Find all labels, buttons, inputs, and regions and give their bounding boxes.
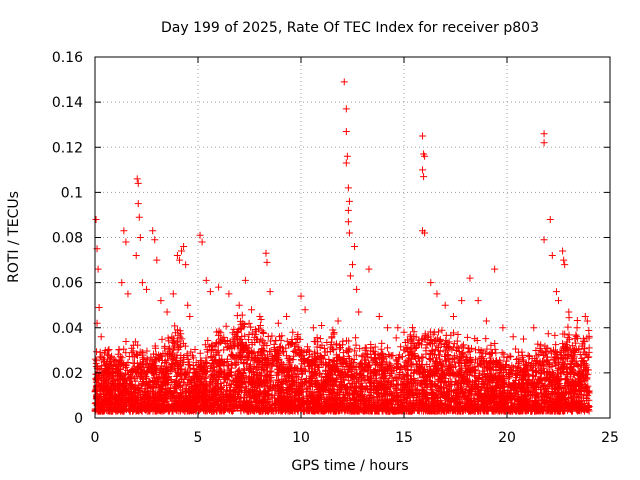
data-point xyxy=(408,361,416,369)
data-point xyxy=(115,346,123,354)
data-point xyxy=(213,328,221,336)
data-point xyxy=(572,331,580,339)
data-point xyxy=(122,338,130,346)
data-point xyxy=(383,344,391,352)
data-point xyxy=(267,367,275,375)
data-point xyxy=(572,339,580,347)
data-point xyxy=(226,380,234,388)
data-point xyxy=(158,335,166,343)
data-point xyxy=(168,333,176,341)
data-point xyxy=(371,343,379,351)
data-point xyxy=(417,378,425,386)
data-point xyxy=(387,361,395,369)
data-points xyxy=(91,78,593,415)
data-point xyxy=(507,353,515,361)
data-point xyxy=(564,323,572,331)
data-point xyxy=(228,361,236,369)
data-point xyxy=(303,343,311,351)
data-point xyxy=(438,326,446,334)
data-point xyxy=(553,367,561,375)
data-point xyxy=(436,355,444,363)
data-point xyxy=(392,334,400,342)
data-point xyxy=(444,352,452,360)
data-point xyxy=(352,334,360,342)
data-point xyxy=(411,385,419,393)
data-point xyxy=(240,365,248,373)
data-point xyxy=(402,362,410,370)
data-point xyxy=(559,330,567,338)
data-point xyxy=(418,353,426,361)
data-point xyxy=(463,333,471,341)
data-point xyxy=(551,331,559,339)
data-point xyxy=(397,343,405,351)
data-point xyxy=(289,356,297,364)
data-point xyxy=(483,345,491,353)
data-point xyxy=(143,347,151,355)
data-point xyxy=(585,344,593,352)
data-point xyxy=(471,335,479,343)
data-point xyxy=(256,321,264,329)
data-point xyxy=(222,322,230,330)
data-point xyxy=(187,348,195,356)
data-point xyxy=(378,339,386,347)
data-point xyxy=(454,330,462,338)
data-point xyxy=(409,324,417,332)
data-point xyxy=(487,341,495,349)
data-point xyxy=(93,348,101,356)
data-point xyxy=(433,342,441,350)
data-point xyxy=(544,330,552,338)
data-point xyxy=(201,341,209,349)
